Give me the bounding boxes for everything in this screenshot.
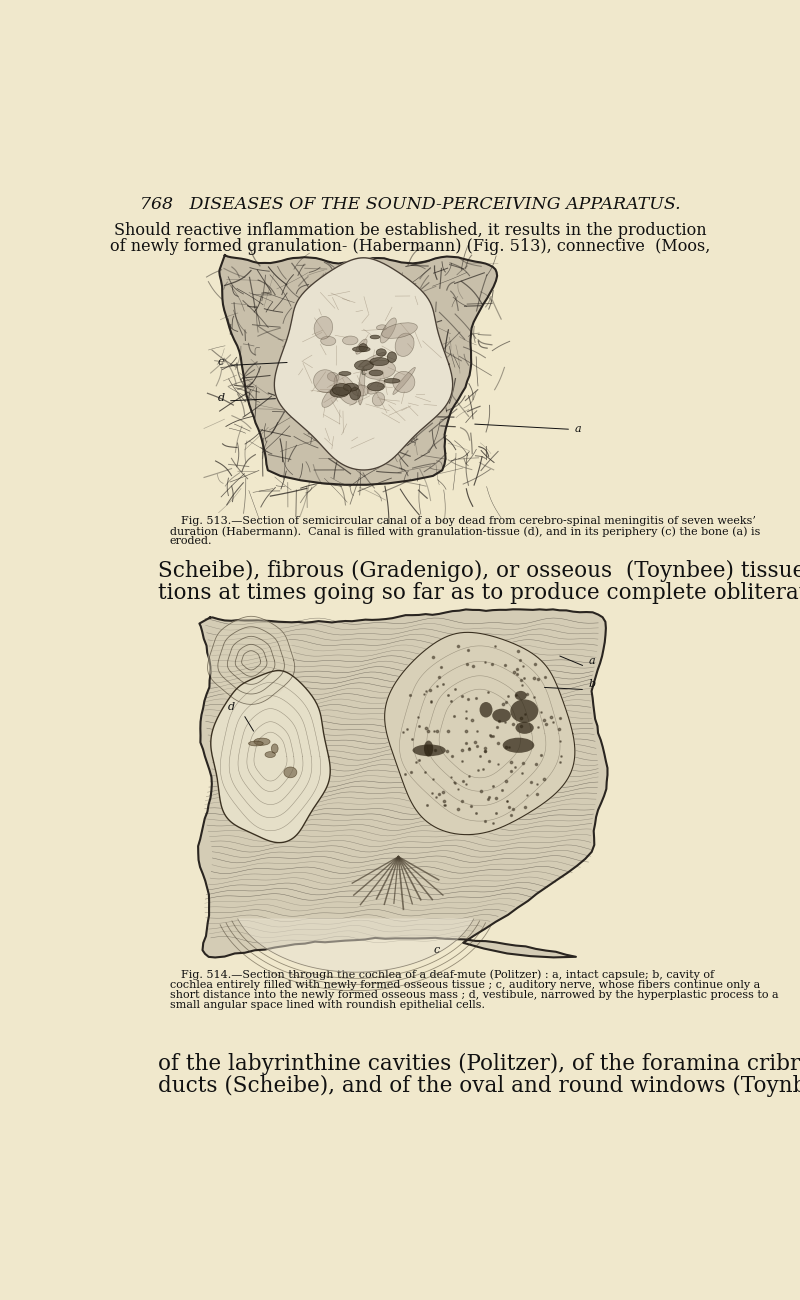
Ellipse shape: [395, 333, 414, 356]
Polygon shape: [385, 632, 575, 835]
Ellipse shape: [322, 386, 340, 407]
Polygon shape: [219, 255, 497, 485]
Polygon shape: [198, 610, 607, 958]
Ellipse shape: [502, 737, 534, 753]
Ellipse shape: [367, 382, 385, 391]
Text: of the labyrinthine cavities (Politzer), of the foramina cribrosa, of the aque-: of the labyrinthine cavities (Politzer),…: [158, 1053, 800, 1075]
Text: ducts (Scheibe), and of the oval and round windows (Toynbee).   Ossification: ducts (Scheibe), and of the oval and rou…: [158, 1075, 800, 1097]
Text: Fig. 514.—Section through the cochlea of a deaf-mute (Politzer) : a, intact caps: Fig. 514.—Section through the cochlea of…: [182, 970, 714, 980]
Ellipse shape: [343, 384, 358, 391]
Ellipse shape: [393, 368, 415, 394]
Ellipse shape: [370, 335, 380, 339]
Ellipse shape: [376, 325, 386, 330]
Text: c: c: [360, 367, 366, 377]
Ellipse shape: [254, 738, 270, 745]
Ellipse shape: [424, 741, 433, 757]
Ellipse shape: [370, 358, 389, 365]
Ellipse shape: [384, 378, 400, 383]
Text: c: c: [218, 358, 224, 368]
Text: cochlea entirely filled with newly formed osseous tissue ; c, auditory nerve, wh: cochlea entirely filled with newly forme…: [170, 980, 760, 989]
Ellipse shape: [362, 360, 395, 380]
Ellipse shape: [358, 352, 386, 367]
Ellipse shape: [352, 385, 369, 396]
Ellipse shape: [358, 368, 365, 404]
Ellipse shape: [387, 352, 397, 363]
Text: Should reactive inflammation be established, it results in the production: Should reactive inflammation be establis…: [114, 222, 706, 239]
Text: small angular space lined with roundish epithelial cells.: small angular space lined with roundish …: [170, 1000, 485, 1010]
Text: b: b: [588, 680, 595, 689]
Polygon shape: [274, 257, 453, 471]
Ellipse shape: [380, 318, 396, 343]
Ellipse shape: [249, 741, 263, 746]
Ellipse shape: [359, 343, 367, 351]
Text: eroded.: eroded.: [170, 537, 212, 546]
Ellipse shape: [330, 387, 349, 398]
Ellipse shape: [350, 387, 361, 400]
Ellipse shape: [327, 372, 339, 381]
Text: tions at times going so far as to produce complete obliteration (Fig. 514): tions at times going so far as to produc…: [158, 582, 800, 604]
Ellipse shape: [265, 751, 275, 758]
Text: d: d: [218, 393, 225, 403]
Ellipse shape: [339, 372, 351, 376]
Ellipse shape: [479, 702, 493, 718]
Text: short distance into the newly formed osseous mass ; d, vestibule, narrowed by th: short distance into the newly formed oss…: [170, 989, 778, 1000]
Text: of newly formed granulation- (Habermann) (Fig. 513), connective  (Moos,: of newly formed granulation- (Habermann)…: [110, 238, 710, 255]
Ellipse shape: [376, 348, 386, 356]
Text: 768   DISEASES OF THE SOUND-PERCEIVING APPARATUS.: 768 DISEASES OF THE SOUND-PERCEIVING APP…: [140, 196, 680, 213]
Ellipse shape: [369, 370, 383, 376]
Polygon shape: [210, 671, 330, 842]
Polygon shape: [209, 618, 294, 703]
Ellipse shape: [413, 745, 446, 757]
Ellipse shape: [515, 722, 534, 733]
Ellipse shape: [510, 699, 538, 723]
Ellipse shape: [271, 744, 278, 753]
Ellipse shape: [332, 384, 351, 395]
Ellipse shape: [393, 372, 415, 393]
Ellipse shape: [492, 708, 511, 723]
Ellipse shape: [334, 374, 358, 404]
Ellipse shape: [353, 347, 370, 352]
Ellipse shape: [354, 360, 374, 370]
Text: a: a: [588, 656, 595, 666]
Ellipse shape: [514, 690, 526, 701]
Text: d: d: [228, 702, 235, 712]
Ellipse shape: [321, 337, 336, 346]
Text: c: c: [434, 945, 439, 956]
Ellipse shape: [372, 393, 385, 406]
Text: Scheibe), fibrous (Gradenigo), or osseous  (Toynbee) tissue ; these new forma-: Scheibe), fibrous (Gradenigo), or osseou…: [158, 559, 800, 581]
Text: duration (Habermann).  Canal is filled with granulation-tissue (d), and in its p: duration (Habermann). Canal is filled wi…: [170, 526, 760, 537]
Ellipse shape: [342, 335, 358, 345]
Ellipse shape: [382, 322, 418, 338]
Polygon shape: [238, 919, 474, 972]
Ellipse shape: [314, 316, 333, 339]
Ellipse shape: [356, 339, 367, 354]
Ellipse shape: [367, 380, 385, 394]
Ellipse shape: [314, 369, 337, 393]
Ellipse shape: [284, 767, 297, 777]
Text: a: a: [574, 424, 581, 434]
Text: Fig. 513.—Section of semicircular canal of a boy dead from cerebro-spinal mening: Fig. 513.—Section of semicircular canal …: [182, 516, 756, 526]
